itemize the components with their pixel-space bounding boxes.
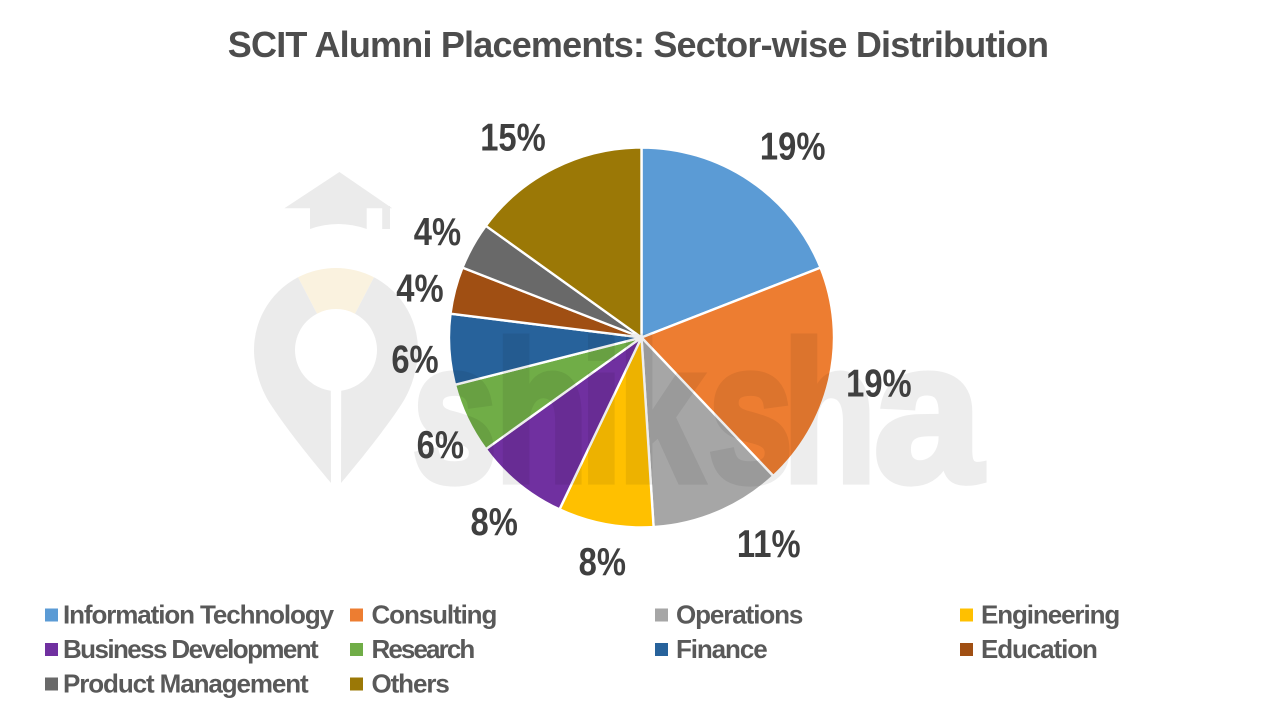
svg-text:Education: Education [981, 634, 1097, 664]
svg-text:Others: Others [372, 669, 450, 699]
svg-text:SCIT Alumni Placements: Sector: SCIT Alumni Placements: Sector-wise Dist… [228, 24, 1048, 65]
svg-text:4%: 4% [414, 209, 461, 253]
svg-text:4%: 4% [396, 266, 443, 310]
svg-text:shiksh: shiksh [412, 302, 876, 524]
svg-text:19%: 19% [846, 361, 912, 405]
svg-text:Engineering: Engineering [981, 600, 1119, 630]
svg-text:Information Technology: Information Technology [63, 600, 335, 630]
svg-text:a: a [874, 301, 984, 524]
svg-text:6%: 6% [391, 337, 438, 381]
svg-text:Finance: Finance [676, 634, 767, 664]
svg-text:Consulting: Consulting [372, 600, 497, 630]
svg-text:11%: 11% [737, 521, 801, 565]
svg-text:8%: 8% [471, 499, 518, 543]
svg-text:19%: 19% [760, 124, 826, 168]
svg-text:8%: 8% [579, 539, 626, 583]
svg-text:Business Development: Business Development [63, 634, 319, 664]
svg-text:Product Management: Product Management [63, 669, 309, 699]
svg-text:6%: 6% [417, 422, 464, 466]
svg-text:15%: 15% [480, 115, 546, 159]
svg-text:Operations: Operations [676, 600, 803, 630]
svg-text:Research: Research [372, 634, 475, 664]
